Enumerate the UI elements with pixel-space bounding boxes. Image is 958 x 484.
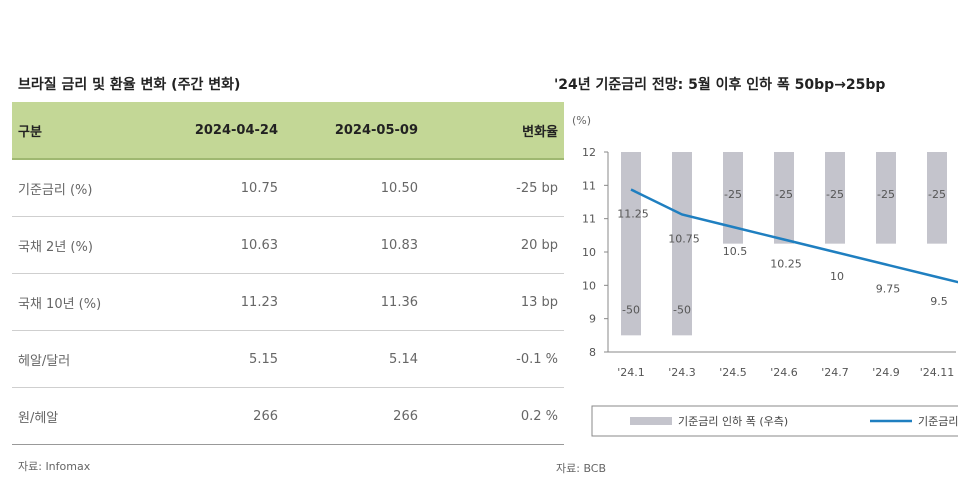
y-tick-label: 12 [582, 146, 596, 159]
row-label: 기준금리 (%) [12, 159, 154, 217]
row-label: 원/헤알 [12, 387, 154, 445]
chart-title: '24년 기준금리 전망: 5월 이후 인하 폭 50bp→25bp [554, 77, 886, 93]
bar-cut-size [825, 152, 845, 244]
line-data-label: 10.25 [770, 258, 802, 271]
table-cell: 10.50 [284, 159, 424, 217]
table-cell: -25 bp [424, 159, 564, 217]
table-cell: 10.75 [154, 159, 284, 217]
table-cell: 10.63 [154, 216, 284, 274]
bar-data-label: -25 [928, 188, 946, 201]
line-data-label: 9.75 [876, 283, 901, 296]
line-data-label: 10 [830, 270, 844, 283]
legend-label-line: 기준금리 [918, 415, 958, 428]
y-tick-label: 10 [582, 279, 596, 292]
table-cell: -0.1 % [424, 330, 564, 388]
x-tick-label: '24.5 [719, 366, 747, 379]
row-label: 헤알/달러 [12, 330, 154, 388]
table-header-row: 구분 2024-04-24 2024-05-09 변화율 [12, 102, 564, 160]
x-tick-label: '24.6 [770, 366, 798, 379]
table-cell: 20 bp [424, 216, 564, 274]
x-tick-label: '24.7 [821, 366, 849, 379]
row-label: 국채 2년 (%) [12, 216, 154, 274]
column-header: 2024-04-24 [154, 102, 284, 160]
bar-data-label: -25 [724, 188, 742, 201]
y-tick-label: 11 [582, 179, 596, 192]
table-cell: 11.23 [154, 273, 284, 331]
rate-forecast-chart: (%)891010111112-50-50-25-25-25-25-25-251… [572, 114, 958, 437]
line-data-label: 10.5 [723, 245, 748, 258]
table-cell: 266 [284, 387, 424, 445]
table-row: 원/헤알 266 266 0.2 % [12, 387, 564, 445]
legend-label-bar: 기준금리 인하 폭 (우측) [678, 414, 788, 428]
bar-cut-size [723, 152, 743, 244]
table-cell: 10.83 [284, 216, 424, 274]
table-cell: 11.36 [284, 273, 424, 331]
bar-data-label: -50 [673, 303, 691, 316]
line-policy-rate [630, 188, 958, 284]
x-tick-label: '24.9 [872, 366, 900, 379]
x-tick-label: '24.3 [668, 366, 696, 379]
bar-cut-size [927, 152, 947, 244]
line-data-label: 10.75 [668, 233, 700, 246]
chart-source-note: 자료: BCB [556, 462, 607, 475]
x-tick-label: '24.1 [617, 366, 645, 379]
y-tick-label: 10 [582, 246, 596, 259]
bar-cut-size [774, 152, 794, 244]
y-tick-label: 8 [589, 346, 596, 359]
column-header: 2024-05-09 [284, 102, 424, 160]
bar-cut-size [621, 152, 641, 336]
table-row: 국채 2년 (%) 10.63 10.83 20 bp [12, 216, 564, 274]
bar-data-label: -50 [622, 303, 640, 316]
table-title: 브라질 금리 및 환율 변화 (주간 변화) [18, 77, 241, 93]
legend-swatch-bar [630, 417, 672, 425]
y-axis-unit-label: (%) [572, 114, 591, 127]
bar-data-label: -25 [775, 188, 793, 201]
table-cell: 266 [154, 387, 284, 445]
bar-data-label: -25 [826, 188, 844, 201]
bar-cut-size [672, 152, 692, 336]
table-row: 기준금리 (%) 10.75 10.50 -25 bp [12, 159, 564, 217]
line-data-label: 9.5 [930, 295, 948, 308]
y-tick-label: 9 [589, 313, 596, 326]
table-cell: 5.14 [284, 330, 424, 388]
rates-table: 구분 2024-04-24 2024-05-09 변화율 기준금리 (%) 10… [12, 102, 564, 445]
x-tick-label: '24.11 [920, 366, 955, 379]
row-label: 국채 10년 (%) [12, 273, 154, 331]
table-cell: 5.15 [154, 330, 284, 388]
y-tick-label: 11 [582, 213, 596, 226]
column-header: 구분 [12, 102, 154, 160]
table-row: 헤알/달러 5.15 5.14 -0.1 % [12, 330, 564, 388]
bar-data-label: -25 [877, 188, 895, 201]
table-cell: 13 bp [424, 273, 564, 331]
table-cell: 0.2 % [424, 387, 564, 445]
table-source-note: 자료: Infomax [18, 460, 91, 473]
bar-cut-size [876, 152, 896, 244]
table-row: 국채 10년 (%) 11.23 11.36 13 bp [12, 273, 564, 331]
line-data-label: 11.25 [617, 208, 649, 221]
column-header: 변화율 [424, 102, 564, 160]
